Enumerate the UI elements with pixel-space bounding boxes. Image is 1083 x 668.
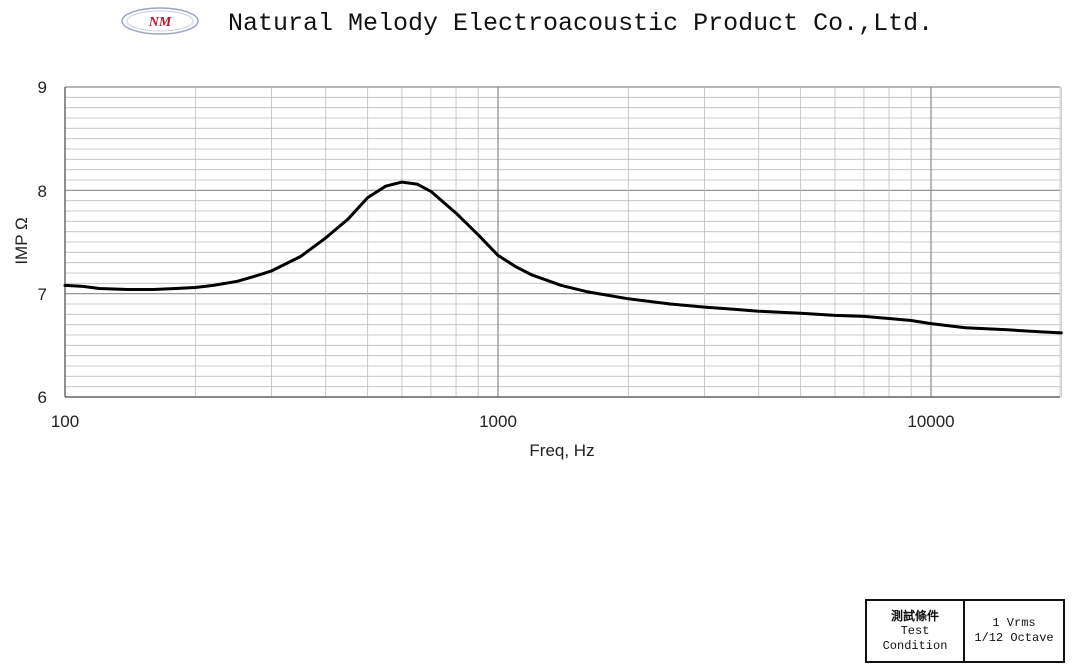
company-logo: NM [121, 7, 199, 35]
y-tick-label: 7 [38, 285, 47, 304]
impedance-series [63, 180, 1063, 335]
x-axis-title: Freq, Hz [529, 441, 594, 460]
impedance-curve [63, 180, 1063, 335]
company-title: Natural Melody Electroacoustic Product C… [228, 9, 934, 38]
x-tick-labels: 100 1000 10000 [51, 412, 955, 431]
chart-axes [64, 87, 1060, 398]
logo-text: NM [148, 15, 172, 30]
test-condition-label-en: Condition [882, 638, 948, 653]
y-tick-labels: 6 7 8 9 [38, 78, 47, 407]
y-tick-label: 9 [38, 78, 47, 97]
test-voltage: 1 Vrms [992, 616, 1036, 630]
test-condition-label-cn: 測試條件 [890, 608, 939, 623]
y-axis-title: IMP Ω [12, 217, 31, 264]
test-smoothing: 1/12 Octave [974, 631, 1054, 645]
x-tick-label: 100 [51, 412, 79, 431]
x-tick-label: 1000 [479, 412, 517, 431]
x-tick-label: 10000 [907, 412, 954, 431]
test-condition-label-cell: 測試條件 Test Condition [865, 599, 965, 663]
y-tick-label: 8 [38, 182, 47, 201]
test-condition-table: 測試條件 Test Condition 1 Vrms 1/12 Octave [865, 599, 1065, 663]
chart-grid [64, 86, 1062, 398]
test-condition-value-cell: 1 Vrms 1/12 Octave [963, 599, 1065, 663]
test-condition-label-en: Test [900, 623, 930, 638]
y-tick-label: 6 [38, 388, 47, 407]
